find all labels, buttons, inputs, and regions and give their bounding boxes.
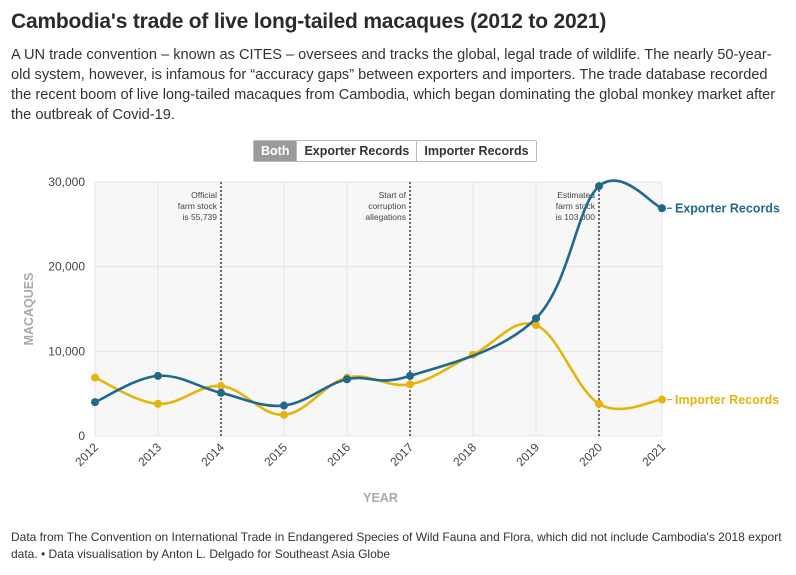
exporter-records-point (280, 401, 288, 410)
exporter-records-label: Exporter Records (675, 202, 780, 216)
y-tick-label: 10,000 (48, 344, 85, 358)
line-chart: 0 10,000 20,000 30,000 2012 2013 2014 2015 2016 2… (22, 175, 780, 505)
x-tick-label: 2020 (576, 440, 605, 469)
exporter-records-point (532, 314, 540, 323)
importer-records-point (91, 373, 99, 382)
chart-title: Cambodia's trade of live long-tailed mac… (11, 10, 607, 33)
annotation-text: allegations (365, 212, 406, 222)
y-axis-title: MACAQUES (22, 273, 36, 346)
x-tick-label: 2015 (261, 440, 290, 469)
x-tick-label: 2016 (324, 440, 353, 469)
annotation-text: Start of (379, 190, 407, 200)
importer-records-point (406, 380, 414, 389)
y-tick-label: 20,000 (48, 260, 85, 274)
importer-records-point (595, 399, 603, 408)
importer-records-point (217, 382, 225, 391)
exporter-records-point (595, 182, 603, 191)
x-tick-label: 2012 (72, 440, 101, 469)
importer-records-point (280, 410, 288, 419)
annotation-text: Estimated (557, 190, 595, 200)
exporter-records-point (91, 398, 99, 407)
x-tick-label: 2014 (198, 440, 227, 469)
annotation-text: is 103,000 (556, 212, 595, 222)
exporter-records-point (658, 204, 666, 213)
annotation-text: corruption (368, 201, 406, 211)
series-toggle-group: Both Exporter Records Importer Records (253, 140, 537, 162)
importer-records-label: Importer Records (675, 393, 779, 407)
y-tick-label: 30,000 (48, 175, 85, 189)
exporter-records-point (343, 375, 351, 384)
x-tick-label: 2019 (513, 440, 542, 469)
toggle-importer-records-button[interactable]: Importer Records (424, 144, 529, 158)
annotation-text: Official (191, 190, 217, 200)
importer-records-line (94, 322, 663, 417)
exporter-records-point (406, 371, 414, 380)
exporter-records-line (94, 179, 663, 408)
importer-records-point (154, 399, 162, 408)
exporter-records-point (217, 388, 225, 397)
x-tick-label: 2017 (387, 440, 416, 469)
x-tick-label: 2021 (639, 440, 668, 469)
exporter-records-point (154, 371, 162, 380)
annotation-text: farm stock (178, 201, 218, 211)
toggle-both-button[interactable]: Both (254, 141, 298, 161)
x-tick-label: 2018 (450, 440, 479, 469)
importer-records-point (658, 395, 666, 404)
importer-records-point (532, 321, 540, 330)
footnote: Data from The Convention on Internationa… (11, 530, 782, 561)
toggle-exporter-records-button[interactable]: Exporter Records (297, 141, 418, 161)
annotation-text: is 55,739 (183, 212, 218, 222)
annotation-text: farm stock (556, 201, 596, 211)
y-tick-label: 0 (78, 429, 85, 443)
x-tick-label: 2013 (135, 440, 164, 469)
chart-subtitle: A UN trade convention – known as CITES –… (11, 47, 776, 123)
x-axis-title: YEAR (363, 491, 398, 505)
